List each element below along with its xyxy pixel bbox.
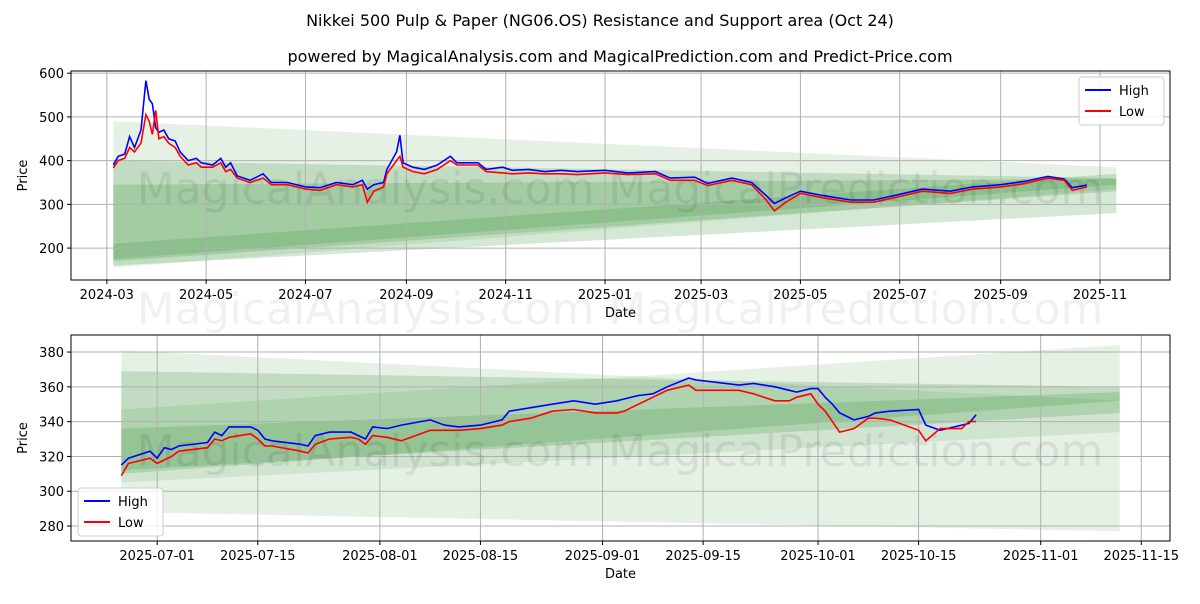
y-tick-label: 300 (39, 485, 64, 500)
high-price-line (112, 80, 1088, 205)
x-tick-label: 2025-07-15 (220, 549, 296, 564)
x-tick-label: 2025-11 (1073, 288, 1127, 303)
x-tick-label: 2024-07 (278, 288, 332, 303)
low-price-line (112, 110, 1088, 213)
support-resistance-band (113, 121, 1117, 268)
x-tick-label: 2024-09 (379, 288, 433, 303)
plot-frame (70, 70, 1171, 281)
support-resistance-band (121, 371, 1120, 471)
legend-label-high: High (1119, 84, 1149, 99)
y-tick-label: 300 (39, 198, 64, 213)
y-tick-label: 500 (39, 111, 64, 126)
x-tick-label: 2025-08-15 (443, 549, 519, 564)
x-tick-label: 2025-10-01 (780, 549, 856, 564)
watermark: MagicalAnalysis.com MagicalPrediction.co… (137, 284, 1104, 335)
x-tick-label: 2025-09-01 (565, 549, 641, 564)
support-resistance-band (121, 392, 1120, 474)
x-tick-label: 2024-03 (80, 288, 134, 303)
y-tick-label: 340 (39, 416, 64, 431)
x-tick-label: 2025-09-15 (665, 549, 741, 564)
plot-frame (70, 334, 1171, 542)
x-tick-label: 2025-01 (578, 288, 632, 303)
y-tick-label: 200 (39, 242, 64, 257)
x-tick-label: 2025-07-01 (119, 549, 195, 564)
x-tick-label: 2025-11-01 (1003, 549, 1079, 564)
watermark: MagicalAnalysis.com MagicalPrediction.co… (137, 426, 1104, 477)
y-tick-label: 360 (39, 381, 64, 396)
y-tick-label: 280 (39, 520, 64, 535)
x-tick-label: 2025-10-15 (881, 549, 957, 564)
x-tick-label: 2025-09 (974, 288, 1028, 303)
low-price-line (120, 384, 977, 477)
x-axis-label: Date (605, 567, 636, 582)
x-tick-label: 2025-07 (873, 288, 927, 303)
y-axis-label: Price (16, 422, 31, 454)
x-tick-label: 2025-11-15 (1103, 549, 1179, 564)
bottom-panel: 2025-07-01 2025-07-15 2025-08-01 2025-08-15… (16, 334, 1179, 582)
y-tick-label: 600 (39, 67, 64, 82)
legend-label-high: High (118, 495, 148, 510)
x-tick-label: 2024-05 (179, 288, 233, 303)
support-resistance-band (121, 345, 1120, 483)
x-tick-label: 2024-11 (479, 288, 533, 303)
high-price-line (120, 377, 977, 466)
top-panel: 2024-03 2024-05 2024-07 2024-09 2024-11 2025-… (16, 67, 1171, 335)
y-tick-label: 380 (39, 346, 64, 361)
chart-title: Nikkei 500 Pulp & Paper (NG06.OS) Resist… (306, 11, 894, 30)
x-axis-label: Date (605, 306, 636, 321)
support-resistance-band (113, 173, 1117, 266)
legend-label-low: Low (1119, 105, 1145, 120)
support-resistance-band (121, 350, 1120, 532)
x-tick-label: 2025-03 (674, 288, 728, 303)
legend-label-low: Low (118, 516, 144, 531)
y-tick-label: 400 (39, 155, 64, 170)
y-axis-label: Price (16, 160, 31, 192)
x-tick-label: 2025-08-01 (342, 549, 418, 564)
y-tick-label: 320 (39, 450, 64, 465)
x-tick-label: 2025-05 (773, 288, 827, 303)
chart-subtitle: powered by MagicalAnalysis.com and Magic… (287, 47, 952, 66)
support-resistance-band (113, 160, 1117, 260)
